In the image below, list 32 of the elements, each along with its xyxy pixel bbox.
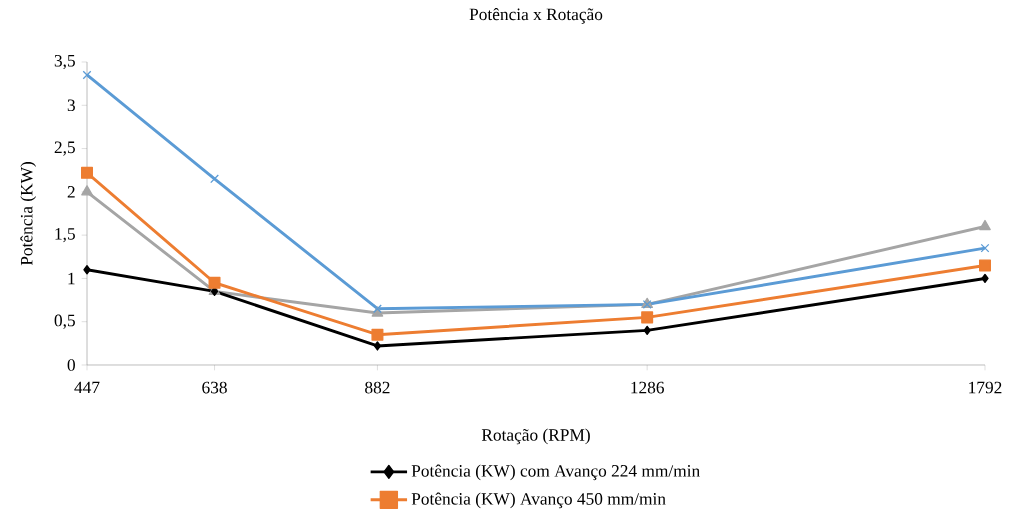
- y-tick-label: 1: [68, 272, 75, 285]
- y-axis-title: Potência (KW): [20, 162, 37, 266]
- point: [373, 341, 382, 351]
- y-tick-label: 2: [67, 186, 75, 198]
- x-tick-label: 1286: [631, 381, 664, 394]
- x-tick-label: 447: [74, 381, 100, 394]
- point: [210, 174, 219, 184]
- y-tick-label: 3: [67, 99, 75, 112]
- point: [82, 70, 92, 80]
- point: [979, 219, 991, 231]
- x-axis-title: Rotação (RPM): [481, 428, 590, 445]
- point: [643, 325, 651, 336]
- y-tick-label: 3,5: [54, 54, 75, 70]
- x-tick-label: 1792: [969, 381, 1002, 394]
- legend-label: Potência (KW) com Avanço 224 mm/min: [411, 464, 700, 481]
- point: [83, 265, 91, 275]
- point: [81, 185, 93, 196]
- x-tick-label: 882: [365, 381, 390, 394]
- y-tick-label: 0,5: [54, 314, 75, 329]
- point: [371, 328, 384, 341]
- point: [208, 276, 221, 289]
- point: [981, 273, 989, 284]
- point: [81, 166, 94, 179]
- y-tick-label: 0: [67, 359, 75, 371]
- chart-title: Potência x Rotação: [469, 7, 603, 24]
- legend-label: Potência (KW) Avanço 450 mm/min: [411, 492, 666, 509]
- x-tick-label: 638: [202, 381, 227, 394]
- y-tick-label: 1,5: [55, 228, 75, 243]
- point: [979, 259, 992, 272]
- point: [641, 311, 654, 324]
- point: [980, 243, 990, 253]
- y-tick-label: 2,5: [54, 141, 75, 156]
